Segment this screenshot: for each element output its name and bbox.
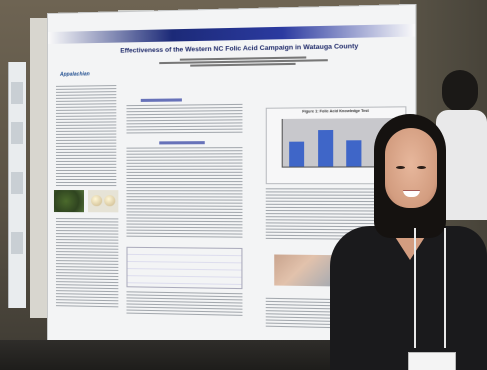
poster-section-heading bbox=[141, 98, 182, 102]
poster-authors bbox=[149, 55, 339, 69]
chart-bar-1 bbox=[289, 142, 304, 167]
poster-text-column-2 bbox=[126, 104, 242, 136]
smile bbox=[403, 190, 420, 197]
name-badge bbox=[408, 352, 456, 370]
poster-text-column-1b bbox=[56, 218, 118, 307]
lanyard bbox=[414, 228, 416, 348]
poster-text-column-2b bbox=[126, 147, 242, 240]
poster-text-column-1 bbox=[56, 85, 116, 186]
poster-title-band bbox=[48, 24, 415, 44]
floor bbox=[0, 340, 330, 370]
presenter-woman bbox=[330, 108, 487, 370]
adjacent-poster bbox=[8, 62, 26, 308]
poster-text-column-2c bbox=[126, 291, 242, 318]
face bbox=[385, 128, 437, 208]
poster-section-heading bbox=[159, 141, 205, 144]
poster-photo-pills bbox=[88, 190, 118, 212]
poster-title: Effectiveness of the Western NC Folic Ac… bbox=[88, 42, 393, 55]
university-logo: Appalachian bbox=[60, 71, 90, 77]
poster-photo-greens bbox=[54, 190, 84, 212]
poster-data-table bbox=[126, 247, 242, 289]
